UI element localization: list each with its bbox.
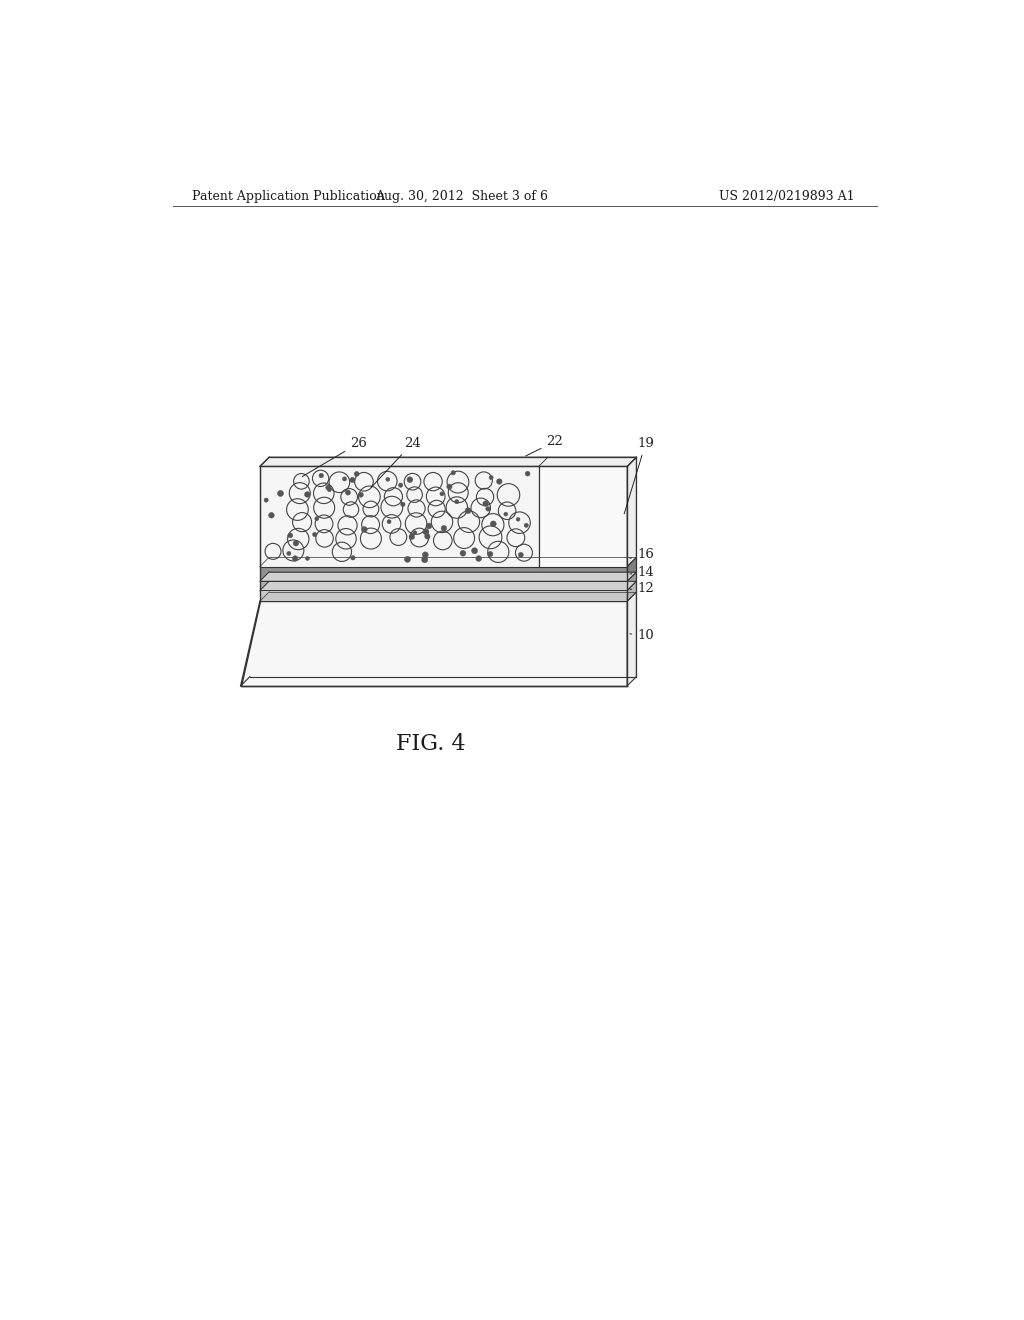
Polygon shape bbox=[260, 566, 628, 581]
Polygon shape bbox=[628, 557, 637, 581]
Circle shape bbox=[422, 557, 428, 562]
Text: Aug. 30, 2012  Sheet 3 of 6: Aug. 30, 2012 Sheet 3 of 6 bbox=[375, 190, 548, 203]
Circle shape bbox=[328, 487, 332, 492]
Text: Patent Application Publication: Patent Application Publication bbox=[193, 190, 385, 203]
Circle shape bbox=[345, 490, 350, 495]
Circle shape bbox=[387, 520, 391, 524]
Circle shape bbox=[446, 484, 452, 490]
Polygon shape bbox=[260, 557, 637, 566]
Text: 14: 14 bbox=[630, 566, 654, 579]
Circle shape bbox=[407, 477, 413, 483]
Circle shape bbox=[268, 512, 274, 519]
Polygon shape bbox=[628, 581, 637, 601]
Circle shape bbox=[441, 525, 446, 531]
Circle shape bbox=[487, 552, 493, 557]
Circle shape bbox=[304, 491, 310, 498]
Polygon shape bbox=[241, 601, 628, 686]
Circle shape bbox=[350, 478, 355, 483]
Circle shape bbox=[455, 500, 459, 504]
Circle shape bbox=[358, 492, 364, 498]
Polygon shape bbox=[628, 457, 637, 566]
Text: 24: 24 bbox=[371, 437, 421, 487]
Circle shape bbox=[314, 516, 318, 520]
Circle shape bbox=[504, 512, 508, 516]
Text: 19: 19 bbox=[625, 437, 654, 513]
Polygon shape bbox=[260, 466, 539, 566]
Circle shape bbox=[354, 471, 359, 477]
Circle shape bbox=[305, 557, 309, 561]
Circle shape bbox=[490, 521, 497, 527]
Polygon shape bbox=[260, 581, 637, 590]
Circle shape bbox=[293, 540, 299, 546]
Circle shape bbox=[524, 523, 528, 528]
Circle shape bbox=[278, 491, 284, 496]
Circle shape bbox=[398, 483, 402, 487]
Circle shape bbox=[404, 556, 411, 562]
Polygon shape bbox=[260, 581, 628, 590]
Circle shape bbox=[451, 470, 456, 475]
Circle shape bbox=[426, 523, 432, 529]
Circle shape bbox=[326, 484, 331, 490]
Circle shape bbox=[483, 500, 488, 507]
Circle shape bbox=[318, 474, 324, 478]
Text: US 2012/0219893 A1: US 2012/0219893 A1 bbox=[719, 190, 854, 203]
Circle shape bbox=[497, 479, 502, 484]
Text: 12: 12 bbox=[630, 582, 654, 594]
Circle shape bbox=[465, 508, 471, 513]
Circle shape bbox=[288, 533, 293, 537]
Circle shape bbox=[489, 475, 494, 479]
Text: 26: 26 bbox=[302, 437, 367, 477]
Text: 10: 10 bbox=[630, 630, 654, 643]
Text: 16: 16 bbox=[630, 548, 654, 561]
Circle shape bbox=[476, 556, 481, 561]
Circle shape bbox=[518, 552, 523, 557]
Circle shape bbox=[400, 502, 406, 507]
Circle shape bbox=[485, 507, 490, 511]
Circle shape bbox=[460, 550, 466, 556]
Circle shape bbox=[525, 471, 530, 477]
Polygon shape bbox=[628, 572, 637, 590]
Circle shape bbox=[440, 492, 444, 496]
Polygon shape bbox=[539, 466, 628, 566]
Text: FIG. 4: FIG. 4 bbox=[396, 733, 466, 755]
Circle shape bbox=[423, 529, 429, 535]
Polygon shape bbox=[628, 591, 637, 686]
Text: 22: 22 bbox=[525, 436, 563, 455]
Circle shape bbox=[413, 531, 417, 535]
Polygon shape bbox=[260, 457, 637, 466]
Circle shape bbox=[386, 478, 390, 482]
Circle shape bbox=[264, 498, 268, 502]
Circle shape bbox=[425, 533, 430, 539]
Circle shape bbox=[422, 552, 428, 558]
Polygon shape bbox=[260, 572, 637, 581]
Circle shape bbox=[293, 556, 298, 561]
Circle shape bbox=[361, 527, 368, 532]
Circle shape bbox=[516, 517, 520, 521]
Circle shape bbox=[287, 552, 291, 556]
Circle shape bbox=[472, 548, 477, 554]
Polygon shape bbox=[260, 590, 628, 601]
Circle shape bbox=[312, 532, 317, 537]
Circle shape bbox=[409, 535, 415, 540]
Circle shape bbox=[351, 556, 355, 560]
Circle shape bbox=[342, 477, 347, 480]
